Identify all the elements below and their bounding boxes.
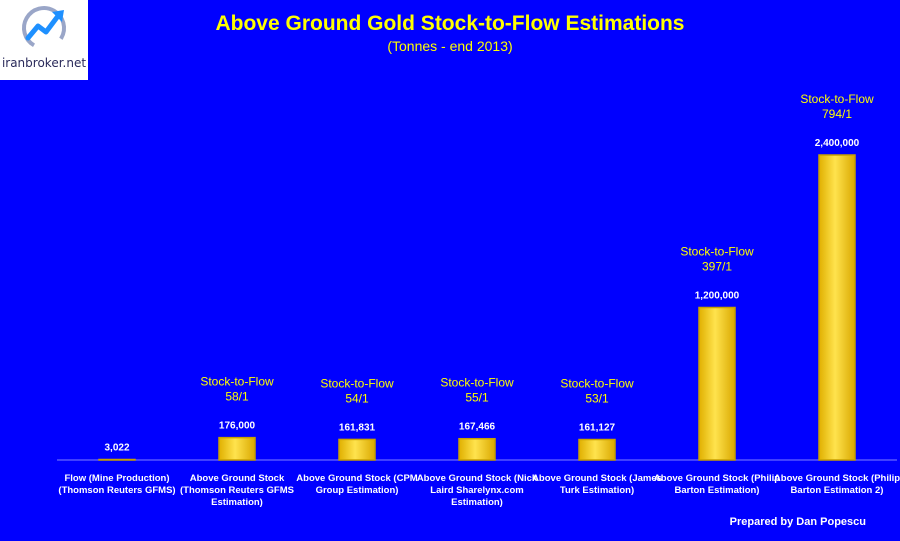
value-label-3: 161,831 xyxy=(339,422,376,433)
annotation-2-line-1: Stock-to-Flow xyxy=(200,375,274,389)
category-label-2-line-1: Above Ground Stock xyxy=(190,473,285,484)
annotation-2-line-2: 58/1 xyxy=(225,390,249,404)
value-label-1: 3,022 xyxy=(104,443,129,454)
logo: iranbroker.net xyxy=(0,0,88,80)
bar-7 xyxy=(818,154,856,461)
value-label-5: 161,127 xyxy=(579,423,616,434)
bar-3 xyxy=(338,438,376,461)
category-label-1-line-2: (Thomson Reuters GFMS) xyxy=(58,485,175,496)
category-label-4-line-1: Above Ground Stock (Nick xyxy=(417,473,538,484)
bar-2 xyxy=(218,436,256,461)
category-label-4-line-2: Laird Sharelynx.com xyxy=(430,485,523,496)
bar-4 xyxy=(458,437,496,461)
footer-credit: Prepared by Dan Popescu xyxy=(729,516,866,528)
annotation-4-line-1: Stock-to-Flow xyxy=(440,376,514,390)
logo-text: iranbroker.net xyxy=(1,56,87,70)
annotation-7-line-2: 794/1 xyxy=(822,107,852,121)
category-label-2-line-3: Estimation) xyxy=(211,497,263,508)
value-label-2: 176,000 xyxy=(219,421,256,432)
annotation-4-line-2: 55/1 xyxy=(465,391,489,405)
annotation-6-line-1: Stock-to-Flow xyxy=(680,245,754,259)
bar-5 xyxy=(578,438,616,461)
annotation-3-line-1: Stock-to-Flow xyxy=(320,376,394,390)
category-label-7-line-2: Barton Estimation 2) xyxy=(791,485,884,496)
value-label-7: 2,400,000 xyxy=(815,138,860,149)
category-label-1-line-1: Flow (Mine Production) xyxy=(64,473,169,484)
bar-1 xyxy=(98,458,136,461)
chart-subtitle: (Tonnes - end 2013) xyxy=(387,38,513,54)
value-label-4: 167,466 xyxy=(459,422,496,433)
annotation-6-line-2: 397/1 xyxy=(702,260,732,274)
category-label-3-line-2: Group Estimation) xyxy=(316,485,399,496)
annotation-5-line-1: Stock-to-Flow xyxy=(560,377,634,391)
category-label-7-line-1: Above Ground Stock (Philip xyxy=(774,473,900,484)
category-label-6-line-2: Barton Estimation) xyxy=(675,485,760,496)
value-label-6: 1,200,000 xyxy=(695,291,740,302)
annotation-7-line-1: Stock-to-Flow xyxy=(800,92,874,106)
chart-trend-icon xyxy=(22,6,66,50)
category-label-2-line-2: (Thomson Reuters GFMS xyxy=(180,485,294,496)
category-label-4-line-3: Estimation) xyxy=(451,497,503,508)
annotation-3-line-2: 54/1 xyxy=(345,391,369,405)
chart-title: Above Ground Gold Stock-to-Flow Estimati… xyxy=(215,12,685,35)
annotation-5-line-2: 53/1 xyxy=(585,392,609,406)
category-label-5-line-2: Turk Estimation) xyxy=(560,485,634,496)
category-label-6-line-1: Above Ground Stock (Philip xyxy=(654,473,780,484)
category-label-3-line-1: Above Ground Stock (CPM xyxy=(296,473,417,484)
bar-6 xyxy=(698,306,736,461)
category-label-5-line-1: Above Ground Stock (James xyxy=(532,473,662,484)
